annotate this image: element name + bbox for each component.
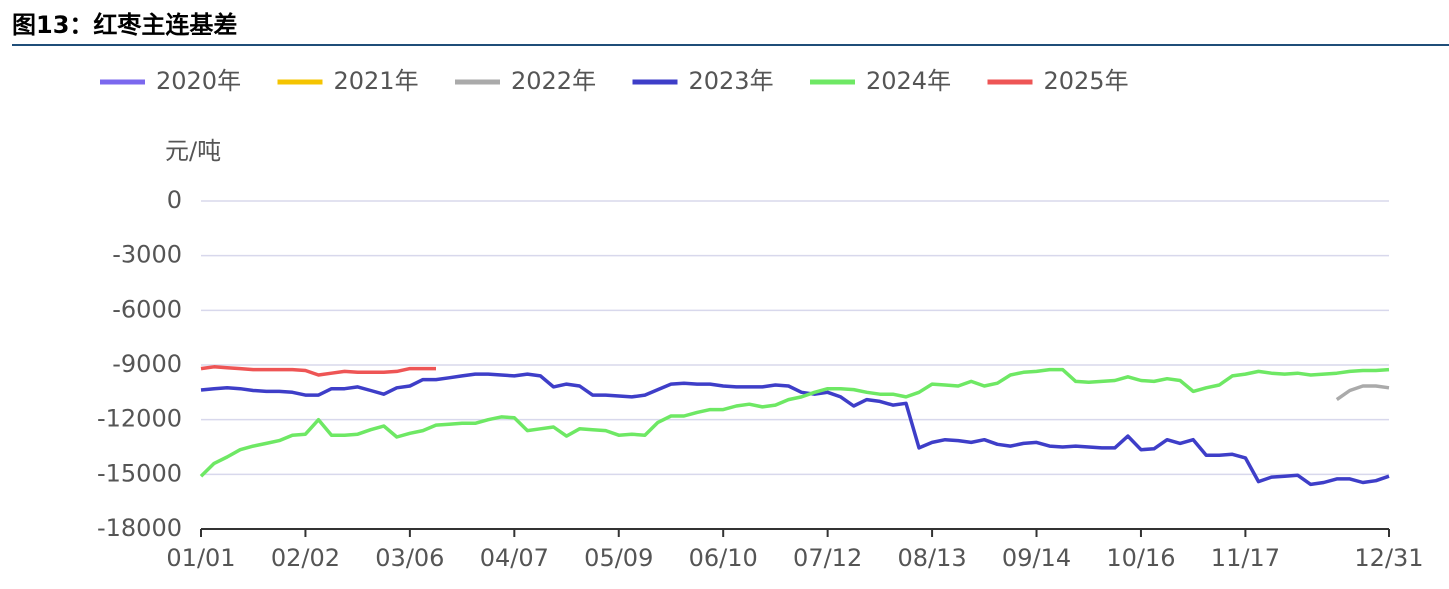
x-tick-label: 01/01 [166,544,235,572]
x-tick-label: 07/12 [793,544,862,572]
y-tick-label: -9000 [112,350,182,378]
x-tick-label: 12/31 [1354,544,1423,572]
x-tick-label: 03/06 [375,544,444,572]
y-tick-label: -12000 [97,405,182,433]
y-tick-label: -6000 [112,295,182,323]
x-tick-label: 05/09 [584,544,653,572]
series-line [200,365,436,377]
y-tick-label: 0 [167,186,182,214]
x-tick-label: 09/14 [1002,544,1071,572]
x-tick-label: 04/07 [480,544,549,572]
legend-label: 2025年 [1044,67,1129,95]
y-tick-label: -15000 [97,459,182,487]
legend-label: 2024年 [866,67,951,95]
x-tick-label: 08/13 [897,544,966,572]
x-tick-label: 10/16 [1106,544,1175,572]
series-line [1335,384,1390,402]
legend-label: 2022年 [511,67,596,95]
x-tick-label: 11/17 [1211,544,1280,572]
x-tick-label: 06/10 [689,544,758,572]
y-tick-label: -3000 [112,241,182,269]
chart-title: 图13：红枣主连基差 [12,11,237,39]
series-line [199,367,1390,478]
legend-label: 2023年 [689,67,774,95]
y-tick-label: -18000 [97,514,182,542]
series-line [200,372,1390,487]
x-tick-label: 02/02 [271,544,340,572]
legend-label: 2020年 [156,67,241,95]
legend-label: 2021年 [334,67,419,95]
y-axis-label: 元/吨 [165,137,221,165]
